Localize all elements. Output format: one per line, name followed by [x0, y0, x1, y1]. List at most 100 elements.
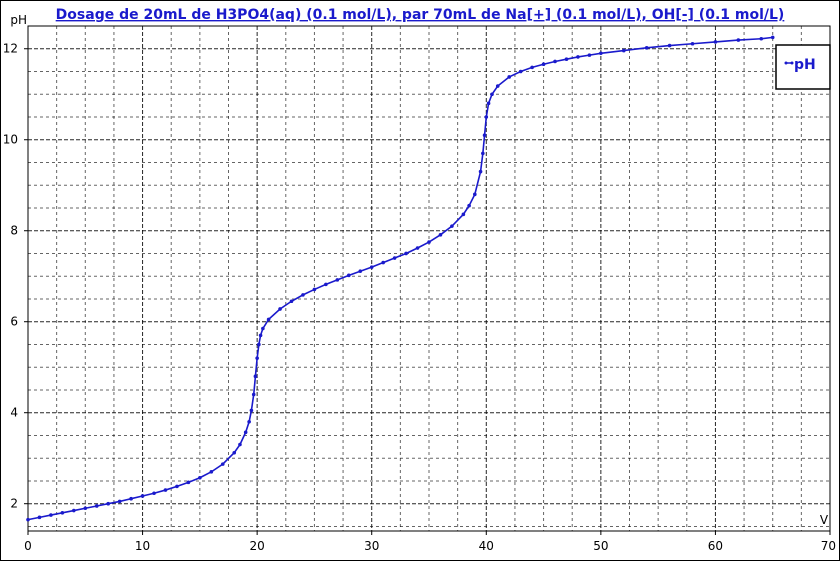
data-point: [621, 48, 626, 53]
data-point: [209, 470, 214, 474]
data-point: [335, 278, 340, 282]
data-point: [392, 256, 397, 260]
data-point: [450, 224, 454, 228]
data-point: [175, 484, 179, 489]
legend-dot: [784, 61, 788, 65]
x-axis-label: V: [820, 513, 829, 527]
data-point: [482, 133, 487, 137]
y-tick-label: 6: [10, 315, 18, 329]
legend-box: [775, 44, 831, 90]
data-point: [427, 240, 431, 244]
data-point: [278, 307, 282, 311]
data-point: [198, 475, 202, 480]
data-point: [461, 212, 466, 217]
data-point: [736, 38, 741, 42]
data-point: [243, 430, 248, 435]
data-point: [152, 491, 156, 496]
chart-title: Dosage de 20mL de H3PO4(aq) (0.1 mol/L),…: [56, 7, 785, 23]
data-point: [495, 84, 500, 88]
data-point: [266, 317, 271, 322]
y-tick-label: 4: [10, 406, 18, 420]
data-point: [770, 35, 775, 40]
x-tick-label: 50: [593, 539, 608, 553]
data-point: [599, 51, 603, 56]
legend-marker: [784, 61, 794, 65]
data-point: [106, 501, 110, 506]
data-point: [467, 203, 471, 208]
grid: [28, 25, 830, 531]
data-point: [261, 326, 265, 331]
data-point: [324, 282, 328, 287]
x-tick-label: 40: [479, 539, 494, 553]
data-point: [564, 57, 569, 62]
legend-dot: [790, 61, 794, 65]
data-point: [140, 494, 145, 498]
series-ph: [26, 35, 775, 522]
data-point: [83, 506, 88, 511]
data-point: [117, 499, 122, 504]
x-tick-label: 0: [24, 539, 32, 553]
data-point: [478, 169, 483, 174]
data-point: [301, 293, 305, 297]
data-point: [49, 513, 53, 517]
data-point: [37, 515, 42, 520]
data-point: [289, 299, 294, 304]
data-point: [404, 251, 408, 256]
data-point: [759, 36, 764, 41]
y-tick-label: 2: [10, 497, 18, 511]
data-point: [481, 151, 485, 156]
data-point: [486, 101, 491, 106]
x-tick-label: 20: [250, 539, 265, 553]
data-point: [490, 92, 494, 97]
data-point: [507, 75, 512, 79]
data-point: [644, 46, 649, 50]
data-point: [232, 450, 237, 455]
data-point: [415, 246, 420, 250]
data-point: [72, 508, 76, 513]
data-point: [690, 41, 695, 46]
data-point: [247, 420, 251, 424]
data-point: [255, 356, 259, 360]
data-point: [484, 115, 489, 119]
x-tick-label: 70: [821, 539, 836, 553]
data-point: [186, 480, 191, 485]
data-point: [253, 374, 258, 379]
data-point: [26, 517, 30, 522]
data-point: [438, 233, 443, 237]
legend: pH: [775, 44, 831, 90]
y-tick-label: 10: [3, 133, 18, 147]
data-point: [553, 59, 557, 64]
legend-label-ph: pH: [794, 57, 816, 73]
x-tick-label: 10: [135, 539, 150, 553]
plot-border: [27, 25, 831, 532]
data-point: [220, 462, 225, 466]
x-tick-label: 60: [708, 539, 723, 553]
data-point: [257, 342, 261, 347]
data-point: [541, 62, 546, 67]
y-tick-label: 8: [10, 224, 18, 238]
data-point: [249, 408, 254, 413]
data-point: [576, 55, 580, 59]
data-point: [347, 273, 351, 278]
data-point: [518, 69, 523, 74]
data-point: [587, 53, 592, 57]
data-point: [60, 511, 65, 515]
data-point: [163, 488, 168, 492]
data-point: [251, 392, 256, 397]
data-point: [369, 265, 374, 269]
y-axis-label: pH: [10, 13, 27, 27]
data-point: [473, 192, 477, 197]
data-point: [667, 43, 672, 48]
x-tick-label: 30: [364, 539, 379, 553]
data-point: [530, 65, 534, 70]
data-point: [258, 333, 263, 338]
data-point: [381, 260, 385, 265]
data-point: [713, 40, 718, 44]
data-point: [129, 496, 133, 501]
axes: [27, 25, 831, 532]
data-point: [94, 504, 99, 508]
data-point: [358, 269, 363, 274]
data-point: [238, 442, 242, 447]
